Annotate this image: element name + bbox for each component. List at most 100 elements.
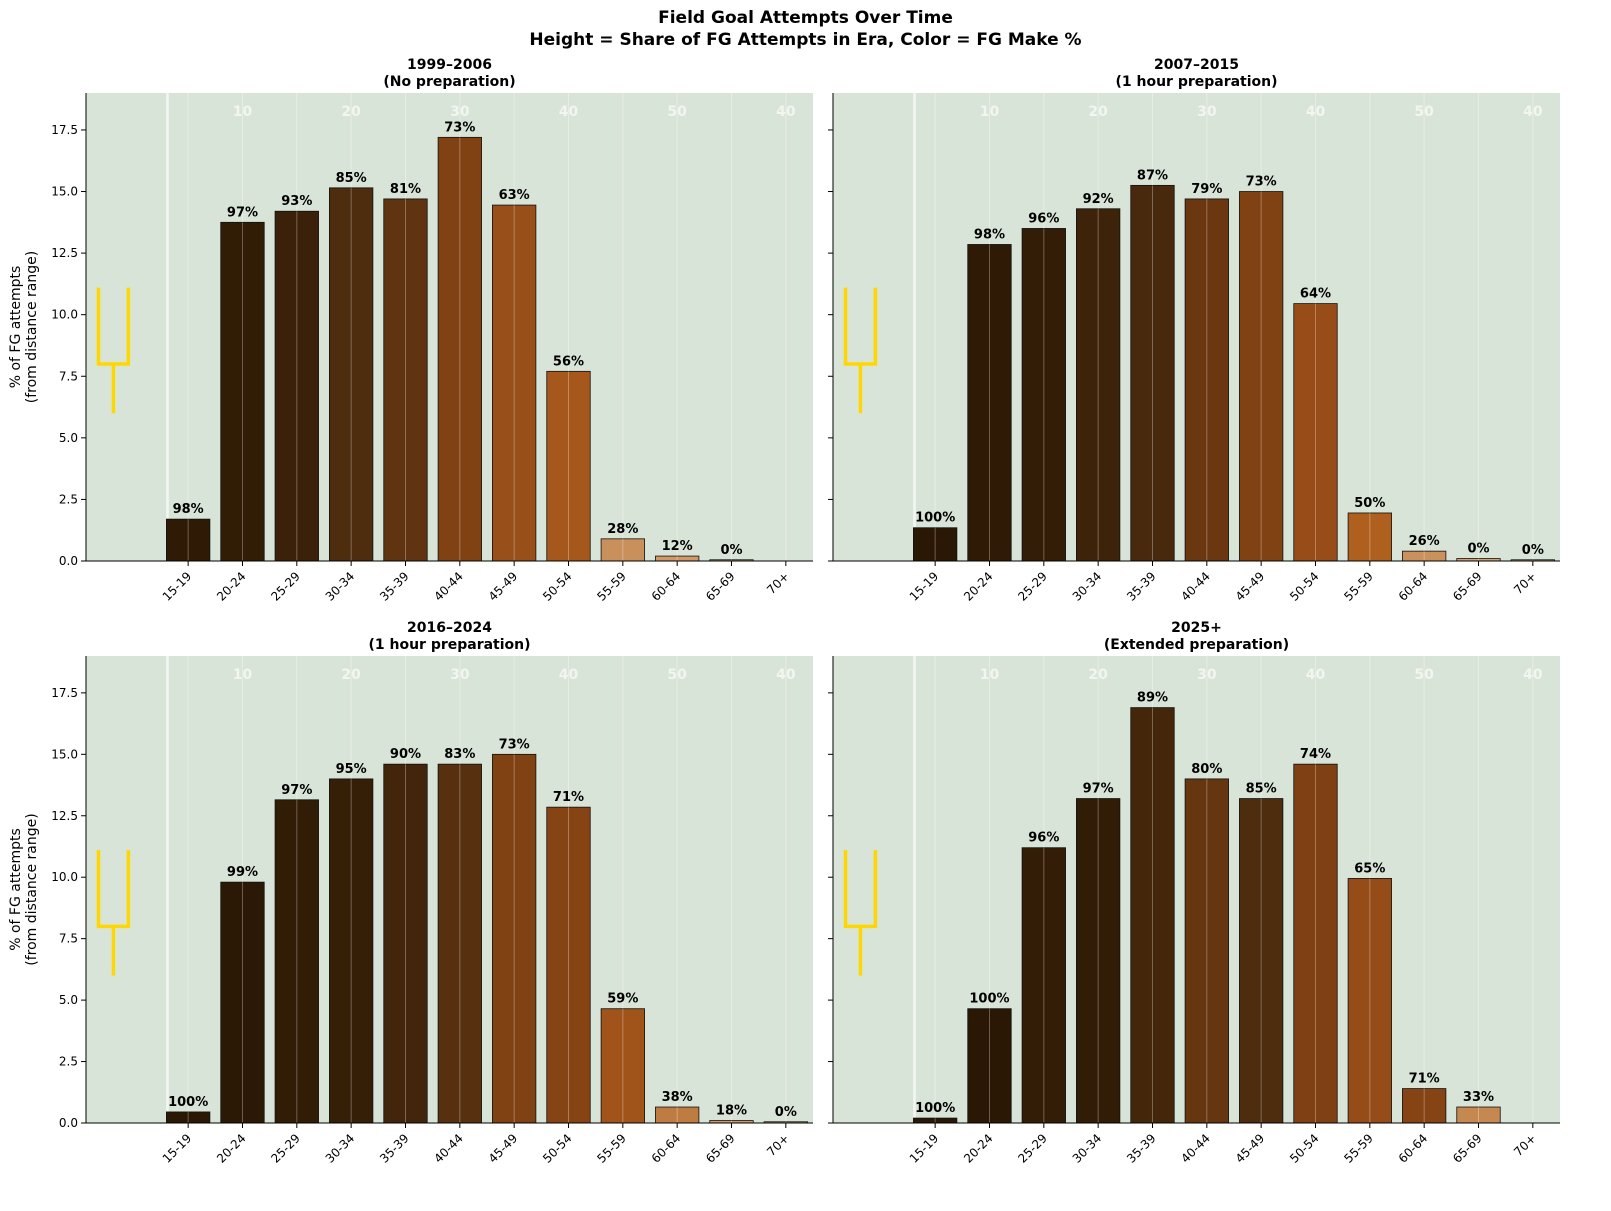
x-tick-label: 20-24 [214,1131,249,1166]
data-label: 26% [1409,534,1440,549]
goalpost-icon [843,850,878,976]
data-label: 80% [1191,762,1222,777]
goalpost-icon [843,287,878,414]
x-tick-label: 15-19 [160,569,195,604]
data-label: 100% [915,511,955,526]
x-tick-label: 20-24 [214,569,249,604]
x-tick-label: 15-19 [907,569,942,604]
x-tick-label: 20-24 [961,1131,996,1166]
yard-number: 40 [1523,667,1543,683]
data-label: 98% [173,502,204,517]
x-tick-label: 35-39 [1124,1131,1159,1166]
x-tick-label: 50-54 [1287,1131,1322,1166]
bar-55-59 [600,1008,645,1124]
y-tick-label: 17.5 [51,686,78,700]
data-label: 92% [1083,192,1114,207]
x-tick-label: 65-69 [1450,1131,1485,1166]
yard-number: 10 [233,667,253,683]
data-label: 81% [390,182,421,197]
yard-number: 20 [341,667,361,683]
bar-40-44 [437,136,482,562]
data-label: 0% [720,543,742,558]
data-label: 99% [227,865,258,880]
x-tick-label: 25-29 [1015,1131,1050,1166]
subplot-subtitle: (No preparation) [383,74,515,90]
bar-15-19 [913,527,958,562]
x-tick-label: 70+ [1511,1131,1539,1159]
bar-25-29 [274,799,319,1124]
y-tick-label: 7.5 [59,369,78,383]
x-tick-label: 30-34 [1070,569,1105,604]
y-axis-label: (from distance range) [24,251,40,403]
subplot-4: 10 20 30 40 50 40 100% 15-19 100% 20-24 96% 25-29 97… [828,620,1560,1166]
subplot-subtitle: (Extended preparation) [1104,637,1289,653]
yard-number: 40 [559,104,579,120]
data-label: 28% [607,522,638,537]
data-label: 83% [444,747,475,762]
x-tick-label: 25-29 [268,569,303,604]
bar-45-49 [492,753,537,1124]
bar-30-34 [1076,208,1121,562]
data-label: 56% [553,354,584,369]
data-label: 93% [281,194,312,209]
bar-40-44 [437,763,482,1124]
x-tick-label: 70+ [764,569,792,597]
yard-number: 40 [1306,104,1326,120]
x-tick-label: 65-69 [703,569,738,604]
data-label: 0% [1522,543,1544,558]
bar-60-64 [1402,1088,1447,1124]
y-tick-label: 15.0 [51,185,78,199]
y-tick-label: 12.5 [51,246,78,260]
x-tick-label: 50-54 [1287,569,1322,604]
bar-30-34 [329,778,374,1124]
data-label: 100% [915,1101,955,1116]
yard-number: 30 [1197,667,1217,683]
y-tick-label: 0.0 [59,554,78,568]
yard-number: 20 [341,104,361,120]
goalpost-icon [96,287,131,414]
data-label: 71% [553,790,584,805]
yard-number: 50 [1414,667,1434,683]
data-label: 33% [1463,1090,1494,1105]
subplot-1: 10 20 30 40 50 40 98% 15-19 97% 20-24 93% 25-29 85% 3… [8,57,813,604]
x-tick-label: 55-59 [1341,1131,1376,1166]
data-label: 100% [969,992,1009,1007]
y-tick-label: 10.0 [51,308,78,322]
bar-30-34 [329,187,374,562]
data-label: 89% [1137,691,1168,706]
data-label: 18% [716,1104,747,1119]
bar-40-44 [1184,778,1229,1124]
subplot-2: 10 20 30 40 50 40 100% 15-19 98% 20-24 96% 25-29 92%… [828,57,1560,604]
y-axis-label: % of FG attempts [8,266,24,389]
bar-35-39 [1130,184,1175,562]
x-tick-label: 40-44 [431,569,466,604]
bar-25-29 [1021,228,1066,562]
subplot-3: 10 20 30 40 50 40 100% 15-19 99% 20-24 97% 25-29 95%… [8,620,813,1166]
bar-50-54 [546,370,591,562]
y-tick-label: 2.5 [59,492,78,506]
yard-number: 30 [450,667,470,683]
bar-35-39 [383,763,428,1124]
bar-15-19 [166,518,211,562]
x-tick-label: 35-39 [1124,569,1159,604]
data-label: 100% [168,1095,208,1110]
x-tick-label: 65-69 [1450,569,1485,604]
data-label: 73% [1246,175,1277,190]
x-tick-label: 35-39 [377,569,412,604]
y-tick-label: 15.0 [51,747,78,761]
subplot-subtitle: (1 hour preparation) [368,637,530,653]
yard-number: 50 [1414,104,1434,120]
x-tick-label: 50-54 [540,1131,575,1166]
x-tick-label: 60-64 [1396,1131,1431,1166]
subplot-title: 2016–2024 [407,620,492,636]
subplot-title: 2025+ [1171,620,1222,636]
yard-number: 30 [450,104,470,120]
y-tick-label: 7.5 [59,932,78,946]
data-label: 79% [1191,182,1222,197]
x-tick-label: 30-34 [323,1131,358,1166]
data-label: 73% [444,120,475,135]
data-label: 71% [1409,1072,1440,1087]
x-tick-label: 45-49 [486,1131,521,1166]
data-label: 95% [336,762,367,777]
